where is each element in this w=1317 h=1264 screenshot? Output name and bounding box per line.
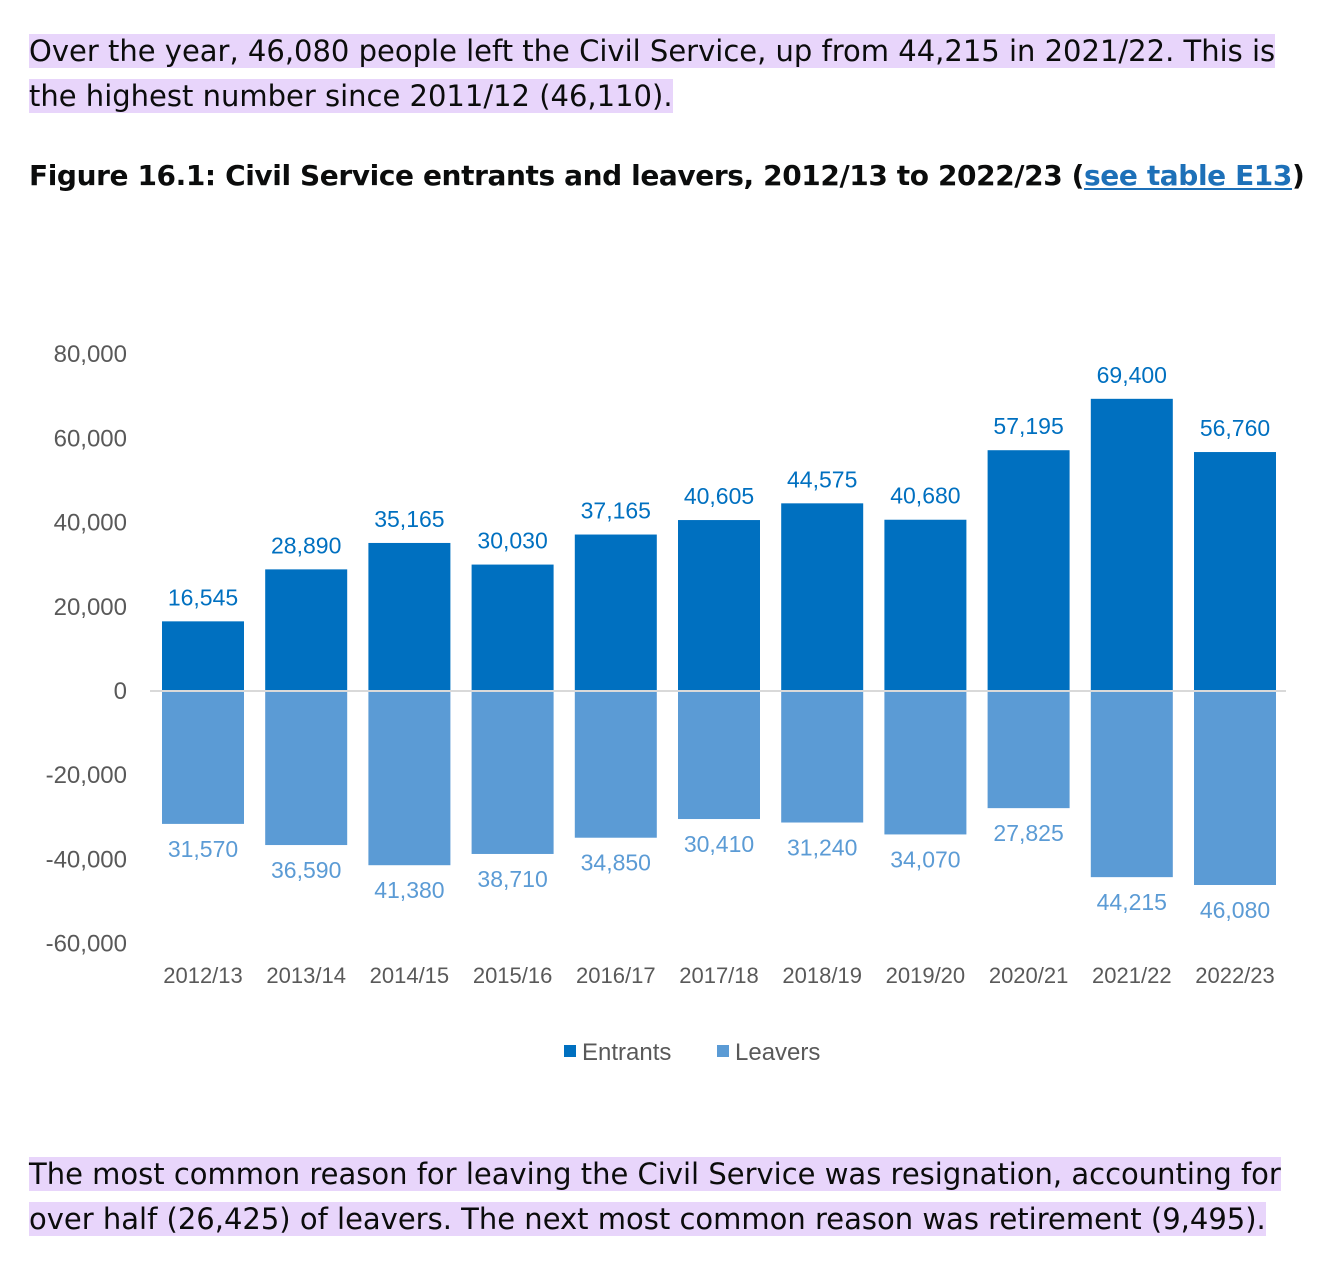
entrants-bar — [781, 503, 864, 691]
legend-label-leavers: Leavers — [735, 1039, 820, 1066]
figure-title: Figure 16.1: Civil Service entrants and … — [29, 156, 1309, 196]
outro-paragraph: The most common reason for leaving the C… — [29, 1152, 1299, 1242]
leavers-data-label: 34,850 — [581, 850, 651, 876]
x-tick-label: 2015/16 — [473, 963, 553, 988]
entrants-bar — [574, 534, 657, 691]
y-tick-label: 40,000 — [54, 510, 127, 537]
data-labels: 16,545 31,570 28,890 36,590 35,165 41,380 30,0… — [168, 362, 1270, 923]
leavers-bar — [884, 691, 967, 835]
entrants-bar — [987, 450, 1070, 691]
x-tick-label: 2017/18 — [679, 963, 759, 988]
leavers-data-label: 30,410 — [684, 831, 754, 857]
leavers-data-label: 41,380 — [374, 877, 444, 903]
entrants-data-label: 40,605 — [684, 483, 754, 509]
outro-highlight: The most common reason for leaving the C… — [29, 1157, 1281, 1236]
y-tick-label: -20,000 — [46, 762, 127, 789]
legend-swatch-leavers — [717, 1045, 729, 1057]
y-tick-label: -40,000 — [46, 846, 127, 873]
leavers-data-label: 31,240 — [787, 835, 857, 861]
leavers-data-label: 27,825 — [993, 820, 1063, 846]
chart-legend: Entrants Leavers — [564, 1039, 820, 1066]
x-tick-label: 2022/23 — [1195, 963, 1275, 988]
x-tick-label: 2014/15 — [370, 963, 450, 988]
entrants-bar — [678, 520, 760, 691]
y-axis: 80,000 60,000 40,000 20,000 0 -20,000 -40,000 -… — [46, 341, 127, 957]
leavers-bar — [987, 691, 1070, 809]
figure-title-suffix: ) — [1291, 159, 1305, 192]
leavers-bar — [781, 691, 864, 823]
entrants-data-label: 57,195 — [993, 413, 1063, 439]
leavers-bar — [471, 691, 554, 854]
entrants-data-label: 56,760 — [1200, 415, 1270, 441]
y-tick-label: 80,000 — [54, 341, 127, 368]
see-table-link[interactable]: see table E13 — [1084, 159, 1292, 192]
x-tick-label: 2012/13 — [163, 963, 243, 988]
leavers-data-label: 44,215 — [1097, 889, 1167, 915]
leavers-data-label: 34,070 — [890, 846, 960, 872]
entrants-bar — [162, 621, 244, 691]
x-tick-label: 2018/19 — [782, 963, 862, 988]
entrants-data-label: 37,165 — [581, 498, 651, 524]
entrants-bar — [471, 564, 554, 691]
intro-paragraph: Over the year, 46,080 people left the Ci… — [29, 29, 1299, 119]
entrants-data-label: 69,400 — [1097, 362, 1167, 388]
x-tick-label: 2019/20 — [886, 963, 966, 988]
leavers-data-label: 38,710 — [477, 866, 547, 892]
x-tick-label: 2013/14 — [266, 963, 346, 988]
leavers-bar — [1194, 691, 1276, 885]
y-tick-label: 20,000 — [54, 594, 127, 621]
entrants-bar — [1090, 398, 1173, 691]
entrants-data-label: 44,575 — [787, 466, 857, 492]
entrants-data-label: 16,545 — [168, 584, 238, 610]
legend-label-entrants: Entrants — [582, 1039, 671, 1066]
leavers-bar — [574, 691, 657, 838]
y-tick-label: -60,000 — [46, 931, 127, 958]
x-tick-label: 2021/22 — [1092, 963, 1172, 988]
bar-chart: 80,000 60,000 40,000 20,000 0 -20,000 -40,000 -… — [46, 341, 1286, 1066]
y-tick-label: 60,000 — [54, 425, 127, 452]
entrants-bar — [368, 542, 451, 691]
entrants-bar — [884, 519, 967, 691]
leavers-bar — [162, 691, 244, 824]
y-tick-label: 0 — [114, 678, 127, 705]
leavers-data-label: 46,080 — [1200, 897, 1270, 923]
entrants-data-label: 40,680 — [890, 483, 960, 509]
entrants-data-label: 35,165 — [374, 506, 444, 532]
leavers-bar — [265, 691, 348, 846]
x-tick-label: 2020/21 — [989, 963, 1069, 988]
leavers-bar — [368, 691, 451, 866]
entrants-data-label: 28,890 — [271, 532, 341, 558]
figure-title-text: Figure 16.1: Civil Service entrants and … — [29, 159, 1085, 192]
bar-marks — [162, 398, 1276, 885]
leavers-bar — [1090, 691, 1173, 878]
intro-highlight: Over the year, 46,080 people left the Ci… — [29, 34, 1276, 113]
leavers-data-label: 31,570 — [168, 836, 238, 862]
leavers-data-label: 36,590 — [271, 857, 341, 883]
entrants-bar — [1194, 452, 1276, 691]
legend-swatch-entrants — [564, 1045, 576, 1057]
x-axis: 2012/13 2013/14 2014/15 2015/16 2016/17 2017/… — [163, 963, 1275, 988]
entrants-data-label: 30,030 — [477, 528, 547, 554]
leavers-bar — [678, 691, 760, 820]
x-tick-label: 2016/17 — [576, 963, 656, 988]
entrants-bar — [265, 569, 348, 691]
